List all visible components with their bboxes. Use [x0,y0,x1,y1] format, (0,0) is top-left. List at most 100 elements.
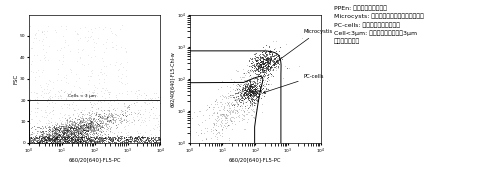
Point [43,137,51,140]
Point [134,136,142,139]
Point [61,132,69,135]
Point [72,132,80,135]
Point [83,129,91,132]
Point [78,117,86,120]
Point [75,113,83,116]
Point [117,46,125,49]
Point [59,133,67,136]
Point [234,83,242,86]
Point [86,115,94,118]
Point [120,140,127,143]
Point [118,135,126,138]
Point [74,125,82,128]
Point [252,88,260,91]
Point [248,82,256,85]
Point [223,114,231,117]
Point [75,137,83,140]
Point [243,89,250,92]
Point [72,126,80,128]
Point [51,136,58,139]
Point [92,132,100,135]
Point [237,91,245,94]
Point [81,119,89,122]
Point [114,140,122,143]
Point [86,126,93,128]
Point [39,69,47,72]
Point [45,127,53,130]
Point [96,115,104,118]
Point [251,103,259,106]
Point [252,89,260,92]
Point [87,130,95,132]
Point [46,126,53,129]
Point [111,118,119,121]
Point [52,141,60,144]
Point [255,64,262,67]
Point [80,123,88,126]
Point [71,130,79,133]
Point [257,66,264,69]
Point [53,78,61,81]
Point [77,126,85,129]
Point [82,119,90,122]
Point [247,84,255,87]
Point [238,117,245,120]
Point [106,118,114,121]
Point [87,103,95,106]
Point [89,126,97,129]
Point [142,94,150,97]
Point [81,137,88,140]
Point [222,113,230,115]
Point [65,139,73,142]
Point [153,117,160,120]
Point [62,126,69,129]
Point [74,141,82,144]
Point [83,122,90,125]
Point [248,68,256,71]
Point [263,59,271,62]
Point [57,126,65,129]
Point [84,135,92,138]
Point [117,120,125,123]
Point [115,136,123,139]
Point [69,125,76,128]
Point [53,128,61,131]
Point [243,93,251,96]
Point [44,135,52,138]
Point [242,97,249,100]
Point [247,89,255,92]
Point [52,136,60,139]
Point [246,56,254,59]
Point [226,113,234,116]
Point [26,140,34,143]
Point [243,100,251,102]
Point [109,45,117,48]
Point [54,97,62,100]
Point [137,141,144,144]
Point [244,117,252,120]
Point [265,53,273,56]
Point [77,134,85,137]
Point [138,138,145,141]
Point [90,139,98,142]
Point [74,48,82,51]
Point [236,76,244,79]
Point [271,55,278,58]
Point [251,67,259,70]
Point [74,123,82,126]
Point [51,141,59,144]
Point [110,115,118,118]
Point [87,137,94,140]
Point [117,62,124,65]
Point [52,128,59,131]
Point [254,74,262,77]
Point [243,90,250,93]
Point [57,105,65,108]
Point [88,119,96,122]
Point [140,141,148,144]
Point [43,140,51,143]
Point [243,84,251,87]
Point [54,72,62,75]
Point [93,136,101,139]
Point [52,137,59,139]
